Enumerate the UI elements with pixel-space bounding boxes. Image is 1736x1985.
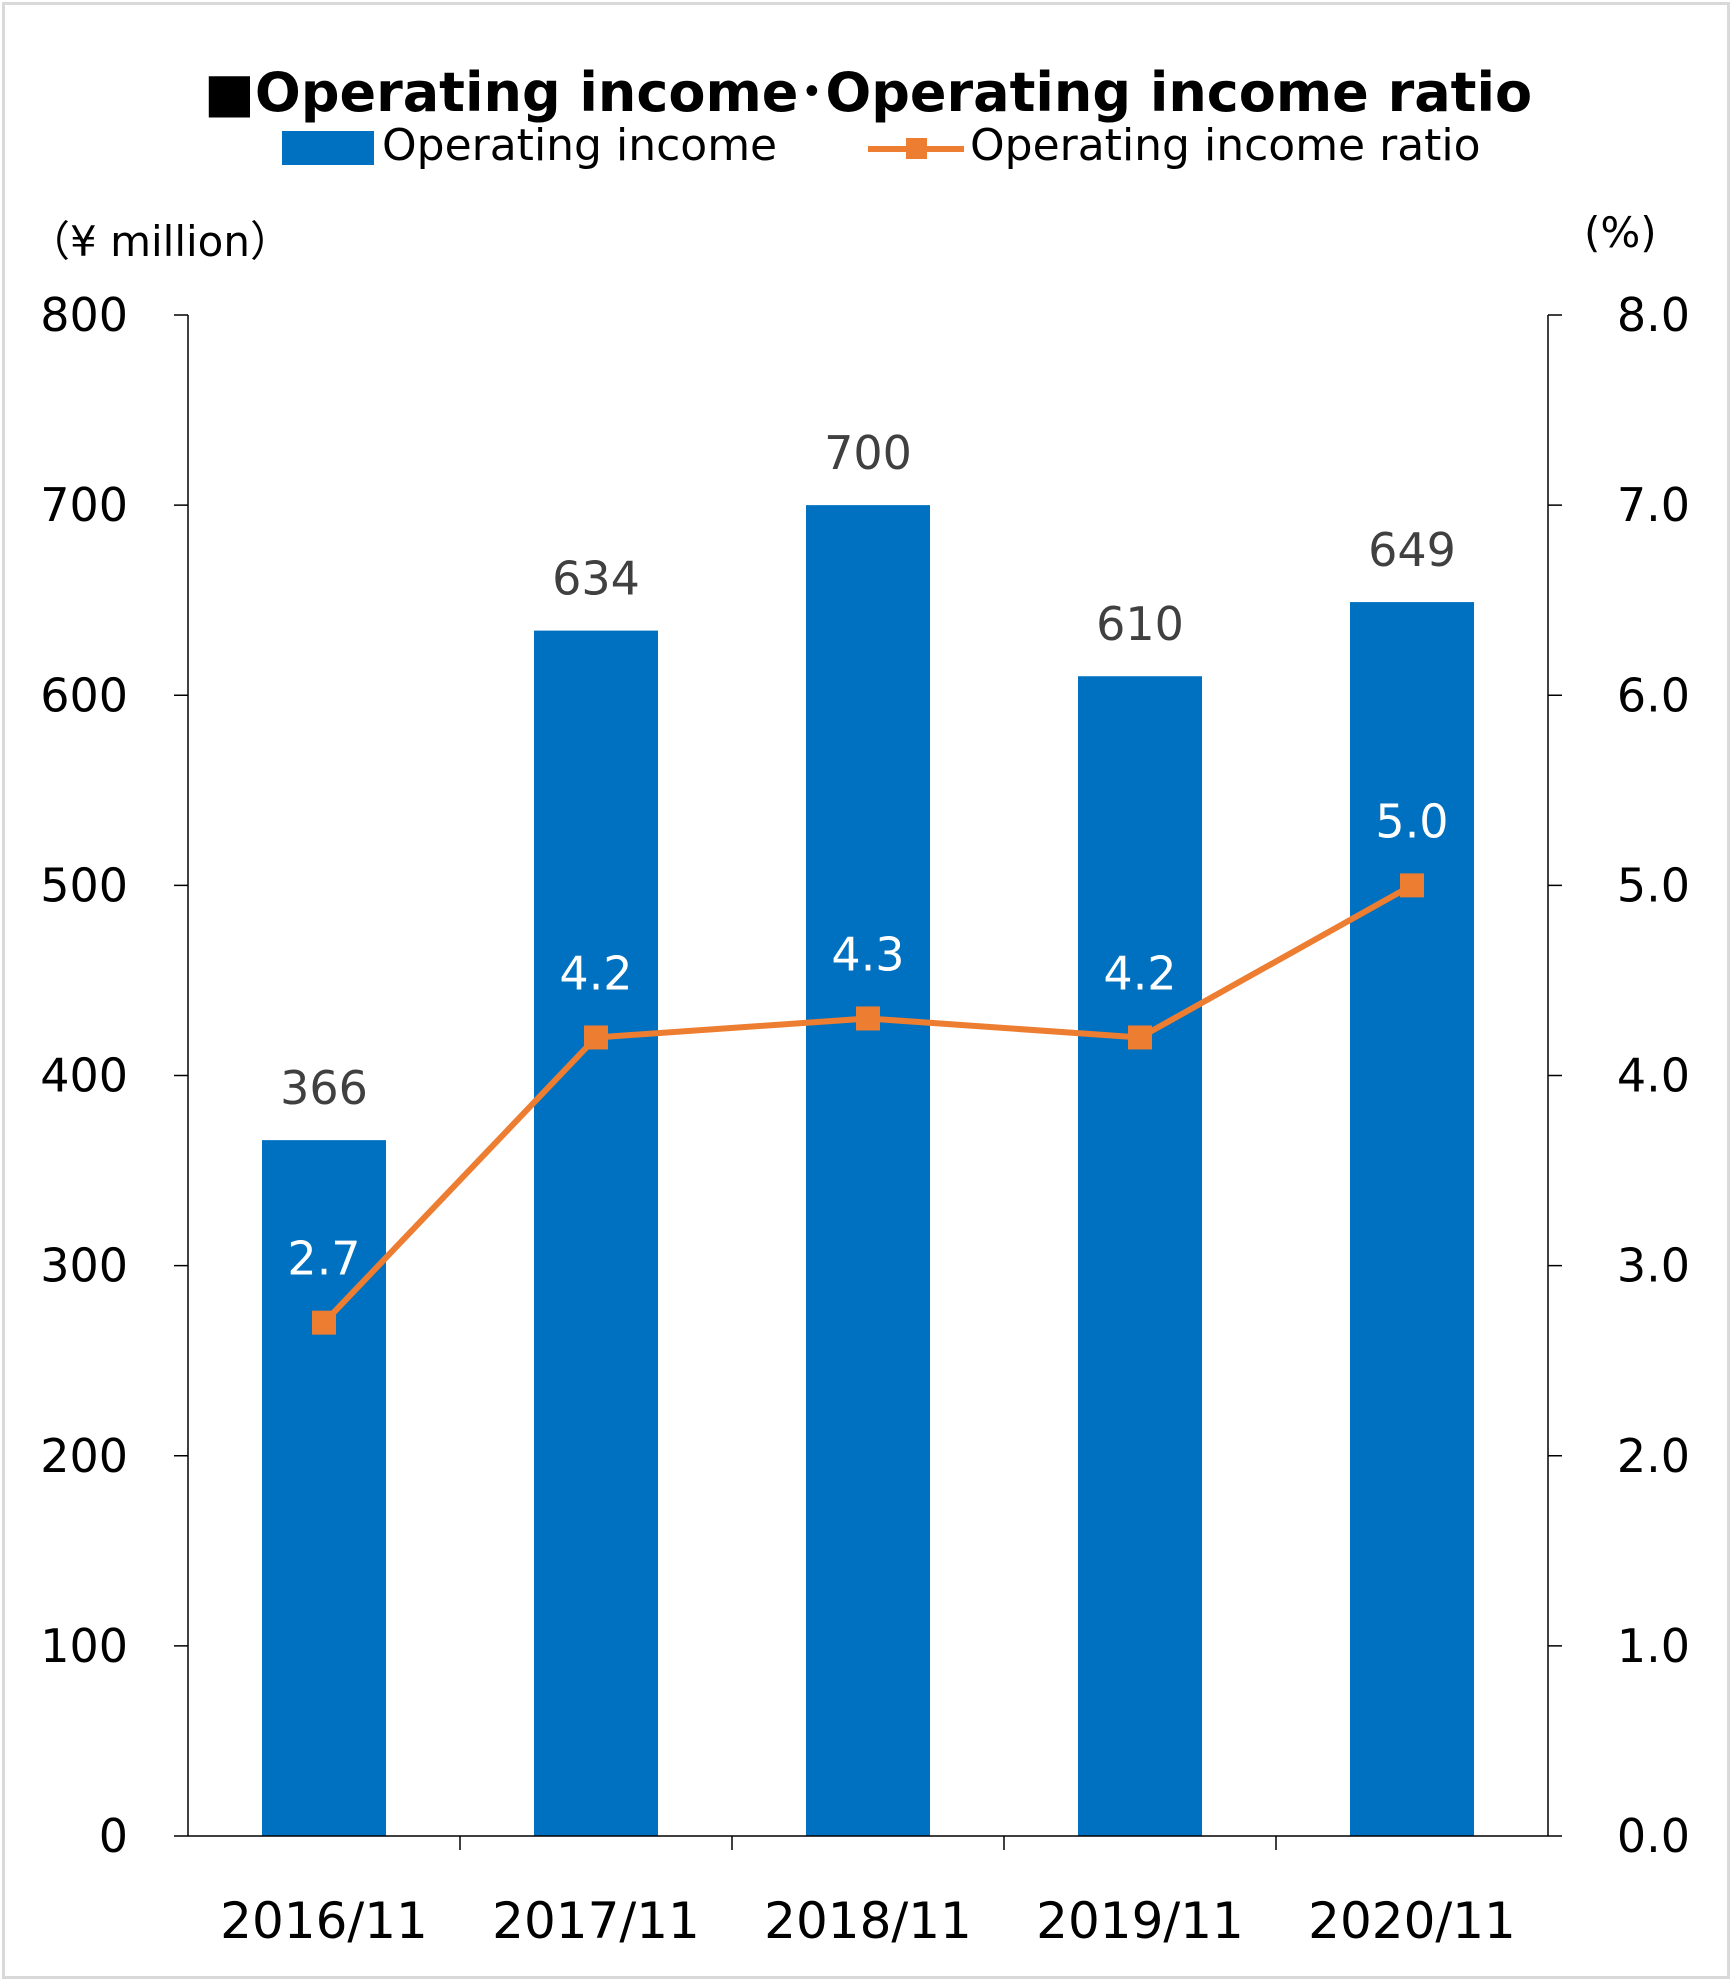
x-tick-label: 2018/11 — [764, 1892, 972, 1950]
bar-2019/11 — [1078, 676, 1202, 1836]
ratio-marker-2017/11 — [584, 1025, 608, 1050]
right-tick-label: 8.0 — [1617, 288, 1690, 342]
title-square: ■ — [203, 61, 255, 124]
ratio-value-label: 2.7 — [287, 1232, 360, 1286]
bar-value-label: 610 — [1096, 597, 1184, 651]
ratio-marker-2016/11 — [312, 1310, 336, 1335]
ratio-value-label: 4.2 — [1103, 946, 1176, 1000]
ratio-value-label: 5.0 — [1375, 794, 1448, 848]
right-tick-label: 3.0 — [1617, 1239, 1690, 1293]
x-tick-label: 2017/11 — [492, 1892, 700, 1950]
bar-value-label: 634 — [552, 552, 640, 606]
ratio-value-label: 4.2 — [559, 946, 632, 1000]
bar-2020/11 — [1350, 602, 1474, 1836]
legend-item-line: Operating income ratio — [868, 120, 1481, 176]
right-tick-label: 1.0 — [1617, 1619, 1690, 1673]
left-tick-label: 400 — [40, 1049, 128, 1103]
ratio-value-label: 4.3 — [831, 927, 904, 981]
title-separator: ･ — [798, 61, 826, 124]
bar-value-label: 366 — [280, 1061, 368, 1115]
legend-item-bar: Operating income — [282, 120, 777, 176]
right-tick-label: 0.0 — [1617, 1809, 1690, 1863]
left-tick-label: 700 — [40, 478, 128, 532]
right-tick-label: 4.0 — [1617, 1049, 1690, 1103]
bar-2018/11 — [806, 505, 930, 1836]
left-tick-label: 200 — [40, 1429, 128, 1483]
right-tick-label: 2.0 — [1617, 1429, 1690, 1483]
x-tick-label: 2019/11 — [1036, 1892, 1244, 1950]
bar-value-label: 649 — [1368, 523, 1456, 577]
left-tick-label: 800 — [40, 288, 128, 342]
title-left: Operating income — [254, 61, 799, 124]
right-tick-label: 7.0 — [1617, 478, 1690, 532]
legend-bar-label: Operating income — [382, 120, 778, 171]
left-tick-label: 0 — [99, 1809, 128, 1863]
bar-value-label: 700 — [824, 426, 912, 480]
bar-2017/11 — [534, 630, 658, 1837]
legend-line-swatch — [868, 131, 964, 165]
left-tick-label: 600 — [40, 668, 128, 722]
left-axis-unit: （¥ million） — [28, 217, 292, 266]
left-tick-label: 300 — [40, 1239, 128, 1293]
legend-line-label: Operating income ratio — [970, 120, 1481, 171]
x-tick-label: 2020/11 — [1308, 1892, 1516, 1950]
legend-bar-swatch — [282, 131, 374, 165]
right-tick-label: 6.0 — [1617, 668, 1690, 722]
bar-2016/11 — [262, 1140, 386, 1836]
left-tick-label: 100 — [40, 1619, 128, 1673]
left-tick-label: 500 — [40, 858, 128, 912]
right-axis-unit: (%) — [1584, 208, 1657, 257]
ratio-marker-2018/11 — [856, 1006, 880, 1031]
ratio-marker-2020/11 — [1400, 873, 1424, 898]
right-tick-label: 5.0 — [1617, 858, 1690, 912]
ratio-marker-2019/11 — [1128, 1025, 1152, 1050]
x-tick-label: 2016/11 — [220, 1892, 428, 1950]
title-right: Operating income ratio — [825, 61, 1533, 124]
chart-title: ■Operating income･Operating income ratio — [0, 48, 1736, 127]
